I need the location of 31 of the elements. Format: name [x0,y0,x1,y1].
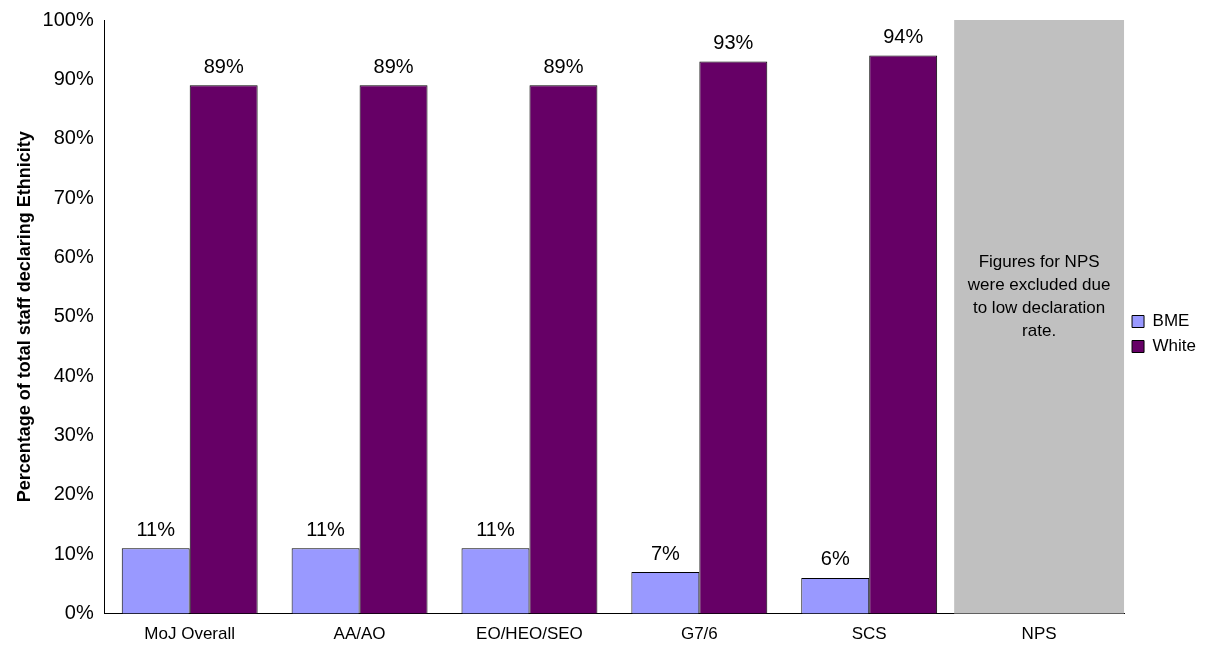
data-label: 93% [713,31,754,54]
x-tick-label: NPS [1021,624,1057,644]
x-tick-label: G7/6 [680,624,718,644]
data-label: 6% [820,547,850,570]
y-tick-label: 100% [42,7,94,30]
y-tick-label: 50% [53,304,94,327]
y-tick-label: 70% [53,185,94,208]
y-tick-label: 10% [53,541,94,564]
y-tick-label: 40% [53,363,94,386]
y-tick-label: 80% [53,126,94,149]
y-tick-label: 60% [53,244,94,267]
data-label: 89% [203,54,244,77]
legend-label: BME [1152,311,1190,331]
y-tick-label: 0% [64,601,94,624]
y-tick-label: 30% [53,423,94,446]
legend-label: White [1152,336,1197,356]
x-tick-label: EO/HEO/SEO [476,624,583,644]
data-label: 11% [136,517,176,540]
x-tick-label: SCS [851,624,887,644]
band-label: Figures for NPS were excluded due to low declaration rate. [966,251,1111,340]
data-label: 89% [373,54,414,77]
data-label: 94% [883,25,924,48]
x-tick-label: AA/AO [333,624,386,644]
data-label: 89% [543,54,584,77]
data-label: 7% [650,541,681,564]
y-tick-label: 20% [53,482,94,505]
y-axis-title: Percentage of total staff declaring Ethnicity [13,131,34,503]
x-tick-label: MoJ Overall [144,624,236,644]
data-label: 11% [476,517,515,540]
y-tick-label: 90% [53,66,94,89]
data-label: 11% [306,517,346,540]
